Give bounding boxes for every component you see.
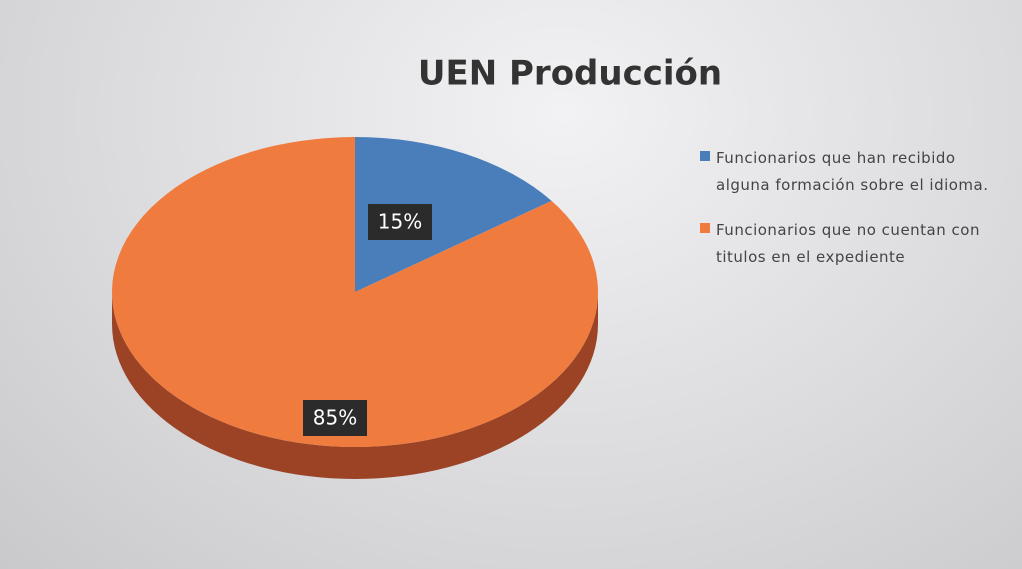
pie-side bbox=[112, 292, 598, 479]
legend-label: Funcionarios que han recibido alguna for… bbox=[716, 149, 989, 194]
data-label-box bbox=[303, 400, 367, 436]
legend-label: Funcionarios que no cuentan con titulos … bbox=[716, 221, 980, 266]
pie-slice bbox=[355, 137, 552, 292]
data-label-box bbox=[368, 204, 432, 240]
legend: Funcionarios que han recibido alguna for… bbox=[700, 145, 1005, 289]
pie-slice bbox=[111, 137, 598, 447]
data-label: 85% bbox=[313, 406, 357, 430]
chart-title: UEN Producción bbox=[418, 54, 722, 94]
legend-item: Funcionarios que han recibido alguna for… bbox=[700, 145, 1005, 199]
data-label: 15% bbox=[378, 210, 422, 234]
legend-swatch bbox=[700, 223, 710, 233]
legend-swatch bbox=[700, 151, 710, 161]
legend-item: Funcionarios que no cuentan con titulos … bbox=[700, 217, 1005, 271]
